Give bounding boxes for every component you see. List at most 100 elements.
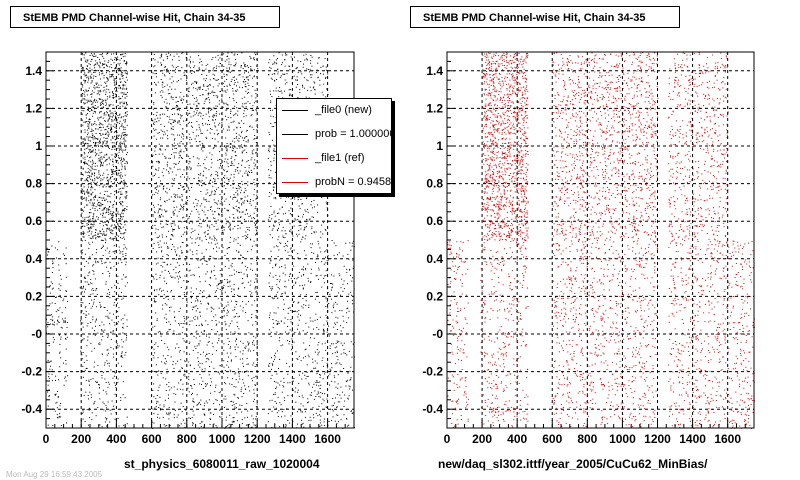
data-point xyxy=(178,56,180,58)
data-point xyxy=(102,212,104,214)
data-point xyxy=(210,277,212,279)
data-point xyxy=(191,242,193,244)
data-point xyxy=(178,187,180,189)
data-point xyxy=(87,134,89,136)
data-point xyxy=(83,143,85,145)
data-point xyxy=(333,254,335,256)
data-point xyxy=(115,139,117,140)
data-point xyxy=(284,400,286,402)
data-point xyxy=(98,117,100,119)
data-point xyxy=(117,69,119,71)
data-point xyxy=(230,352,232,354)
data-point xyxy=(253,344,255,346)
data-point xyxy=(173,386,175,388)
data-point xyxy=(159,185,161,187)
data-point xyxy=(164,343,166,345)
data-point xyxy=(93,162,95,164)
data-point xyxy=(178,323,180,324)
data-point xyxy=(179,134,181,136)
data-point xyxy=(91,96,93,98)
data-point xyxy=(300,409,302,411)
data-point xyxy=(339,370,341,372)
data-point xyxy=(337,401,339,403)
data-point xyxy=(193,274,195,276)
data-point xyxy=(193,414,195,416)
data-point xyxy=(98,64,100,66)
data-point xyxy=(232,207,234,209)
data-point xyxy=(126,73,128,75)
data-point xyxy=(299,374,300,376)
data-point xyxy=(123,94,125,95)
data-point xyxy=(103,230,105,232)
data-point xyxy=(225,419,227,421)
data-point xyxy=(120,191,122,193)
data-point xyxy=(87,191,89,193)
data-point xyxy=(209,195,211,197)
data-point xyxy=(109,76,111,78)
data-point xyxy=(222,288,224,289)
data-point xyxy=(237,220,238,222)
data-point xyxy=(166,372,168,374)
data-point xyxy=(188,391,190,393)
data-point xyxy=(176,53,178,55)
data-point xyxy=(90,396,92,398)
data-point xyxy=(184,323,186,325)
data-point xyxy=(82,124,84,126)
data-point xyxy=(83,163,85,165)
data-point xyxy=(289,273,291,275)
data-point xyxy=(105,104,107,106)
data-point xyxy=(252,342,253,343)
data-point xyxy=(114,57,116,59)
data-point xyxy=(194,114,196,116)
data-point xyxy=(233,420,235,422)
data-point xyxy=(214,122,216,124)
data-point xyxy=(255,198,257,200)
data-point xyxy=(122,134,124,136)
data-point xyxy=(248,170,250,172)
data-point xyxy=(95,262,97,264)
data-point xyxy=(164,75,166,77)
data-point xyxy=(115,126,117,128)
data-point xyxy=(201,143,203,145)
data-point xyxy=(243,122,245,124)
data-point xyxy=(109,250,111,252)
data-point xyxy=(199,141,201,143)
data-point xyxy=(249,172,250,173)
data-point xyxy=(124,285,126,287)
data-point xyxy=(205,177,207,179)
data-point xyxy=(59,274,61,276)
data-point xyxy=(225,137,227,139)
data-point xyxy=(198,266,200,268)
data-point xyxy=(192,274,194,276)
data-point xyxy=(81,310,83,312)
data-point xyxy=(169,272,171,274)
data-point xyxy=(91,186,92,188)
data-point xyxy=(252,324,254,326)
data-point xyxy=(59,352,61,354)
data-point xyxy=(107,179,108,181)
data-point xyxy=(118,147,120,149)
data-point xyxy=(122,126,124,128)
data-point xyxy=(305,254,307,256)
data-point xyxy=(234,394,236,396)
data-point xyxy=(114,250,116,252)
data-point xyxy=(85,355,87,357)
data-point xyxy=(227,104,229,106)
data-point xyxy=(295,281,297,283)
data-point xyxy=(203,219,204,221)
data-point xyxy=(242,282,244,284)
data-point xyxy=(97,57,99,58)
data-point xyxy=(272,327,274,329)
data-point xyxy=(89,169,91,171)
data-point xyxy=(217,105,219,107)
data-point xyxy=(158,210,159,212)
data-point xyxy=(48,373,50,375)
data-point xyxy=(88,165,90,167)
data-point xyxy=(93,199,95,201)
data-point xyxy=(311,392,313,394)
data-point xyxy=(165,318,167,320)
data-point xyxy=(90,151,92,153)
data-point xyxy=(215,171,217,172)
data-point xyxy=(187,109,189,111)
data-point xyxy=(102,164,104,166)
